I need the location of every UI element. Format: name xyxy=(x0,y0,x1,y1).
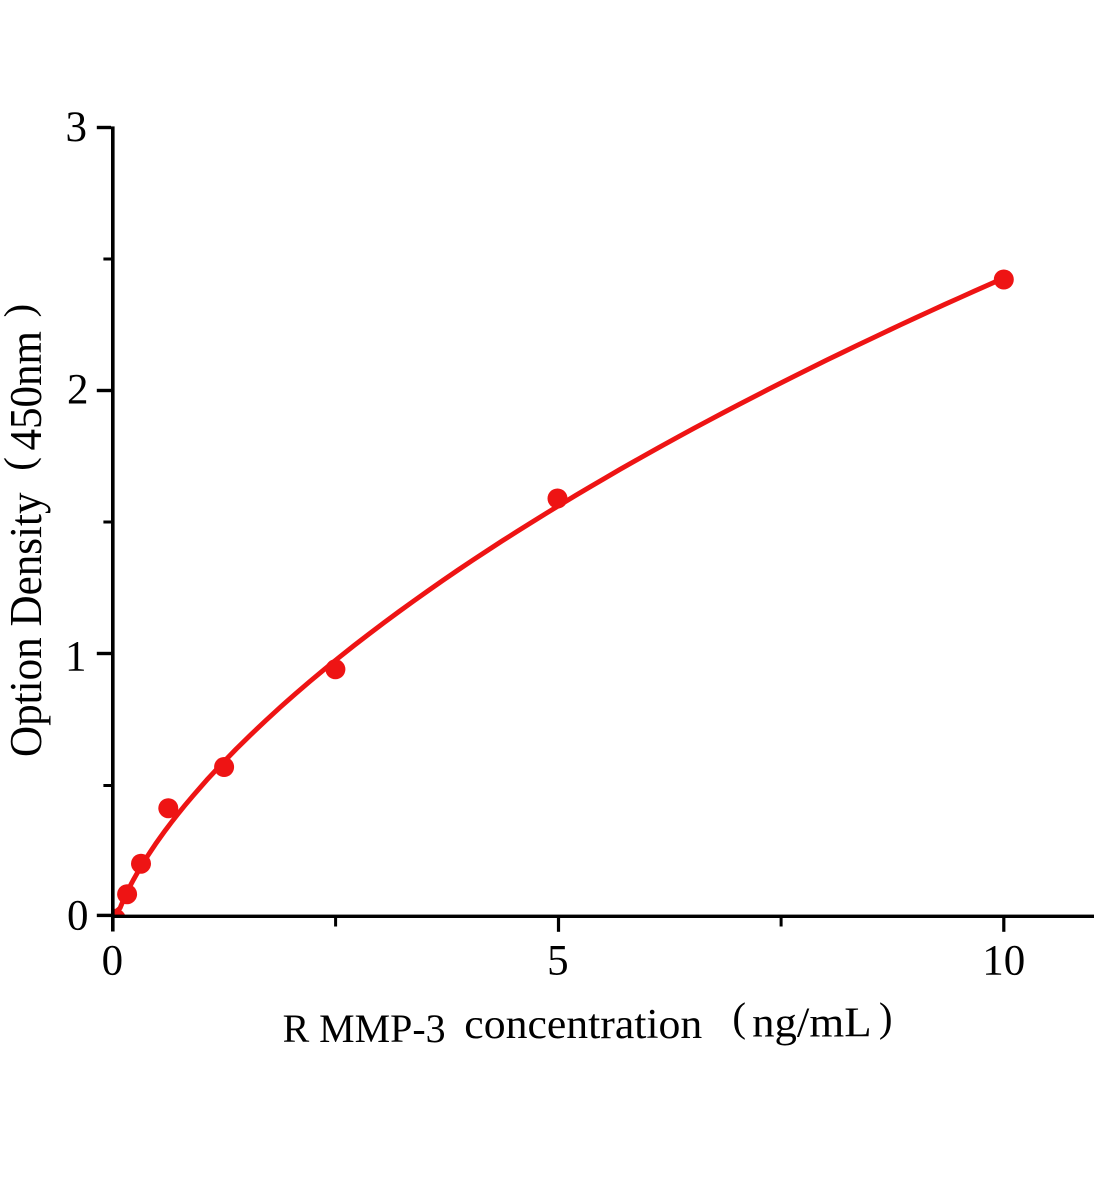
svg-text:1: 1 xyxy=(65,633,87,680)
svg-text:10: 10 xyxy=(982,938,1025,985)
svg-text:ng/mL: ng/mL xyxy=(752,999,872,1046)
svg-text:): ) xyxy=(879,994,893,1040)
svg-text:5: 5 xyxy=(547,938,569,985)
svg-text:0: 0 xyxy=(67,893,89,940)
svg-text:): ) xyxy=(0,304,41,318)
svg-text:0: 0 xyxy=(102,938,124,985)
svg-text:(: ( xyxy=(0,457,41,471)
svg-text:R MMP-3: R MMP-3 xyxy=(283,1006,446,1051)
svg-text:concentration: concentration xyxy=(464,1001,702,1048)
svg-text:(: ( xyxy=(732,994,746,1040)
svg-text:2: 2 xyxy=(67,367,89,414)
svg-text:3: 3 xyxy=(66,104,88,151)
svg-text:450nm: 450nm xyxy=(0,331,51,451)
svg-text:Option Density: Option Density xyxy=(0,493,51,758)
